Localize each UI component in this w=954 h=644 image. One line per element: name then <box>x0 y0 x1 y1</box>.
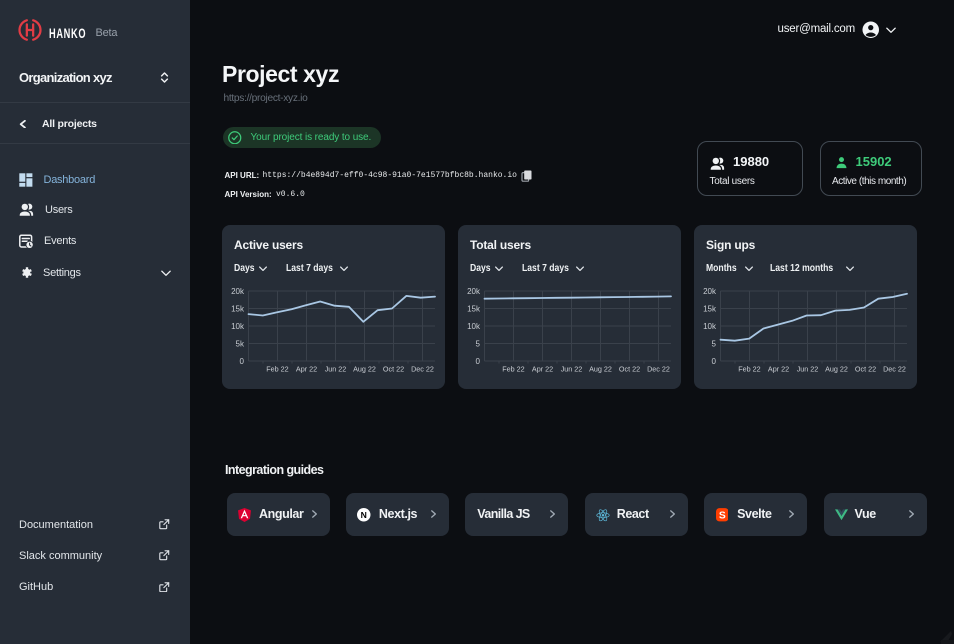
svg-text:0: 0 <box>240 357 245 366</box>
svg-text:Jun 22: Jun 22 <box>797 364 819 373</box>
svg-text:S: S <box>718 510 725 521</box>
svg-text:20k: 20k <box>231 287 245 296</box>
svg-text:Apr 22: Apr 22 <box>296 364 317 373</box>
svg-text:Feb 22: Feb 22 <box>738 364 760 373</box>
svg-text:Feb 22: Feb 22 <box>266 364 288 373</box>
svg-text:10k: 10k <box>703 322 717 331</box>
svg-text:Aug 22: Aug 22 <box>589 364 612 373</box>
svg-text:Jun 22: Jun 22 <box>561 364 583 373</box>
svg-text:Apr 22: Apr 22 <box>768 364 789 373</box>
svg-text:0: 0 <box>712 357 717 366</box>
svg-text:5: 5 <box>476 339 481 348</box>
svg-text:15k: 15k <box>231 304 245 313</box>
svg-text:20k: 20k <box>703 287 717 296</box>
svg-text:5k: 5k <box>236 339 245 348</box>
svg-text:Oct 22: Oct 22 <box>619 364 640 373</box>
svg-text:Dec 22: Dec 22 <box>411 364 434 373</box>
svg-text:Jun 22: Jun 22 <box>325 364 347 373</box>
svg-text:N: N <box>361 510 367 520</box>
svg-text:Oct 22: Oct 22 <box>383 364 404 373</box>
svg-text:Feb 22: Feb 22 <box>502 364 524 373</box>
svg-text:Dec 22: Dec 22 <box>647 364 670 373</box>
svg-text:10k: 10k <box>467 322 481 331</box>
svg-text:Apr 22: Apr 22 <box>532 364 553 373</box>
svg-text:Aug 22: Aug 22 <box>825 364 848 373</box>
svg-text:Dec 22: Dec 22 <box>883 364 906 373</box>
svg-text:10k: 10k <box>231 322 245 331</box>
svg-text:Oct 22: Oct 22 <box>855 364 876 373</box>
svg-text:0: 0 <box>476 357 481 366</box>
svg-text:15k: 15k <box>467 304 481 313</box>
svg-text:5: 5 <box>712 339 717 348</box>
svg-text:Aug 22: Aug 22 <box>353 364 376 373</box>
svg-text:15k: 15k <box>703 304 717 313</box>
svg-text:20k: 20k <box>467 287 481 296</box>
